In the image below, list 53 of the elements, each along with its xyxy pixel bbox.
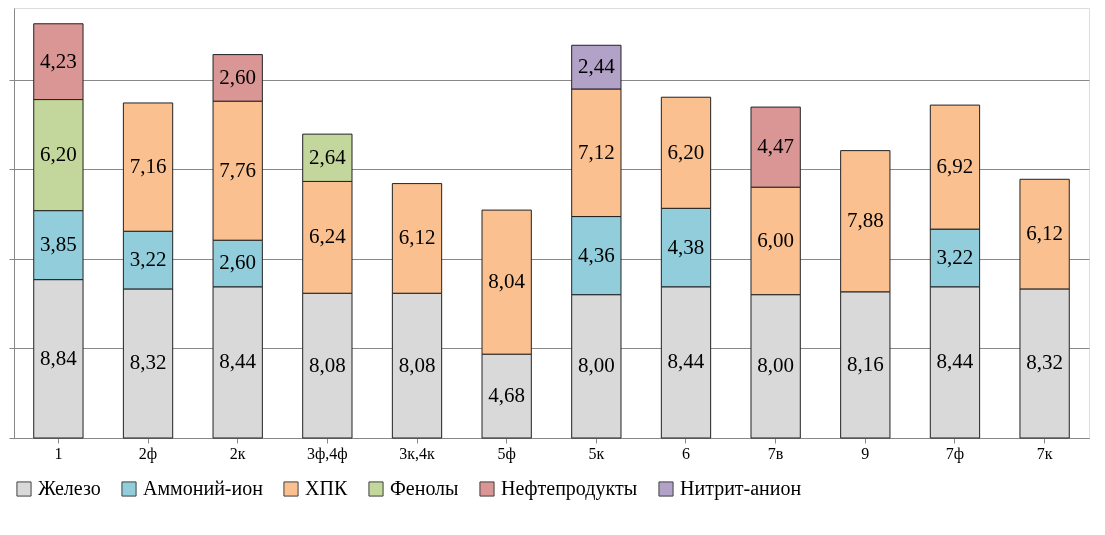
data-label: 2,60 — [219, 250, 257, 275]
x-tick-label: 5ф — [497, 444, 516, 463]
data-label: 4,68 — [488, 383, 526, 408]
x-tick-label: 3к,4к — [399, 444, 436, 462]
data-label: 4,23 — [40, 48, 77, 73]
legend-label: Железо — [38, 477, 101, 499]
data-label: 7,88 — [846, 208, 884, 233]
data-label: 2,44 — [577, 54, 616, 79]
data-label: 6,92 — [936, 154, 974, 179]
data-label: 6,20 — [667, 139, 705, 164]
data-label: 8,32 — [129, 350, 167, 375]
x-tick-label: 5к — [588, 444, 605, 462]
data-label: 2,64 — [308, 144, 347, 169]
legend-label: Фенолы — [390, 477, 459, 499]
x-tick-label: 7к — [1036, 444, 1053, 462]
x-tick-label: 6 — [681, 444, 690, 462]
data-label: 4,36 — [577, 242, 615, 267]
data-label: 7,12 — [577, 139, 615, 164]
data-label: 8,00 — [757, 353, 795, 378]
data-label: 6,20 — [40, 142, 77, 167]
data-label: 4,47 — [757, 134, 795, 159]
x-tick-label: 1 — [54, 444, 63, 462]
data-label: 8,08 — [398, 352, 436, 377]
data-label: 8,00 — [577, 353, 615, 378]
x-tick-label: 3ф,4ф — [306, 444, 348, 463]
data-label: 7,16 — [129, 154, 167, 179]
legend-label: Аммоний-ион — [143, 477, 264, 499]
data-label: 8,04 — [488, 269, 526, 294]
data-label: 8,44 — [936, 349, 974, 374]
x-tick-label: 2ф — [138, 444, 158, 463]
data-label: 8,44 — [667, 349, 705, 374]
data-label: 6,12 — [1026, 221, 1063, 246]
x-tick-label: 7ф — [945, 444, 965, 463]
data-label: 8,16 — [846, 351, 884, 376]
data-label: 8,44 — [219, 349, 257, 374]
data-label: 6,12 — [398, 225, 436, 250]
data-label: 6,24 — [308, 224, 347, 249]
data-label: 4,38 — [667, 234, 705, 259]
data-label: 2,60 — [219, 64, 257, 89]
data-label: 7,76 — [219, 157, 257, 182]
data-label: 8,84 — [40, 345, 78, 370]
data-label: 8,32 — [1026, 350, 1063, 375]
legend-label: Нефтепродукты — [501, 477, 638, 500]
data-label: 3,22 — [129, 247, 167, 272]
data-label: 6,00 — [757, 227, 795, 252]
x-tick-label: 9 — [861, 444, 870, 462]
legend-label: Нитрит-анион — [680, 477, 802, 500]
x-tick-label: 2к — [229, 444, 246, 462]
x-tick-label: 7в — [767, 444, 784, 462]
data-label: 8,08 — [308, 352, 346, 377]
legend-label: ХПК — [305, 477, 348, 499]
data-label: 3,85 — [40, 232, 77, 257]
data-label: 3,22 — [936, 244, 974, 269]
